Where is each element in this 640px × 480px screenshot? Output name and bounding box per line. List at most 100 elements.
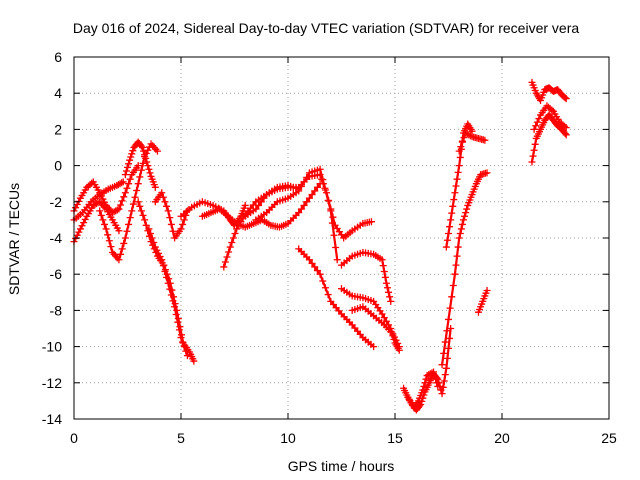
series-track-5 <box>121 138 159 191</box>
data-point-marker <box>252 205 260 213</box>
data-point-marker <box>330 231 338 239</box>
data-point-marker <box>382 279 390 287</box>
series-line <box>351 305 401 348</box>
data-point-marker <box>548 106 556 114</box>
data-point-marker <box>155 249 163 257</box>
data-point-marker <box>450 196 458 204</box>
data-point-marker <box>378 256 386 264</box>
data-point-marker <box>122 167 130 175</box>
data-point-marker <box>94 199 102 207</box>
data-point-marker <box>142 154 150 162</box>
data-point-marker <box>172 310 180 318</box>
data-point-marker <box>533 118 541 126</box>
series-track-17 <box>348 303 403 351</box>
data-point-marker <box>163 273 171 281</box>
data-point-marker <box>123 184 131 192</box>
data-point-marker <box>461 212 469 220</box>
data-point-marker <box>99 216 107 224</box>
data-point-marker <box>179 338 187 346</box>
data-point-marker <box>125 160 133 168</box>
data-point-marker <box>229 234 237 242</box>
y-tick-label: -10 <box>42 339 62 355</box>
x-tick-label: 25 <box>601 430 617 446</box>
data-point-marker <box>445 315 452 323</box>
data-point-marker <box>328 219 336 227</box>
data-point-marker <box>451 270 459 278</box>
data-point-marker <box>159 262 167 270</box>
data-point-marker <box>297 205 305 213</box>
data-point-marker <box>119 178 127 186</box>
data-point-marker <box>136 202 144 210</box>
data-point-marker <box>431 372 439 380</box>
y-tick-label: -12 <box>42 375 62 391</box>
data-point-marker <box>142 221 150 229</box>
data-point-marker <box>107 243 115 251</box>
data-point-marker <box>316 165 324 173</box>
data-point-marker <box>237 218 245 226</box>
data-point-marker <box>121 171 129 179</box>
series-track-23 <box>474 286 491 316</box>
data-point-marker <box>145 225 153 233</box>
data-point-marker <box>131 193 139 201</box>
data-point-marker <box>390 333 398 341</box>
data-point-marker <box>305 256 313 264</box>
data-point-marker <box>466 132 474 140</box>
data-point-marker <box>386 293 394 301</box>
data-point-marker <box>454 168 462 176</box>
data-point-marker <box>125 220 133 228</box>
data-point-marker <box>440 349 448 357</box>
data-point-marker <box>78 222 86 230</box>
data-point-marker <box>126 214 134 222</box>
data-point-marker <box>300 201 308 209</box>
data-point-marker <box>313 183 321 191</box>
data-point-marker <box>156 253 164 261</box>
data-point-marker <box>446 334 454 342</box>
data-point-marker <box>324 196 332 204</box>
series-track-6 <box>134 198 198 365</box>
data-point-marker <box>454 243 462 251</box>
data-point-marker <box>442 243 450 251</box>
data-point-marker <box>313 267 321 275</box>
series-track-12 <box>241 171 375 242</box>
data-point-marker <box>133 186 141 194</box>
y-tick-label: 0 <box>54 158 62 174</box>
data-point-marker <box>235 221 243 229</box>
data-point-marker <box>118 197 126 205</box>
y-tick-label: 2 <box>54 121 62 137</box>
series-track-7 <box>145 225 191 360</box>
data-point-marker <box>139 159 147 167</box>
data-point-marker <box>146 169 154 177</box>
series-track-14 <box>338 248 395 305</box>
y-tick-label: 6 <box>54 49 62 65</box>
data-point-marker <box>449 282 457 290</box>
series-track-20 <box>438 169 491 369</box>
series-track-19 <box>404 368 442 412</box>
data-point-marker <box>324 291 332 299</box>
series-layer <box>70 78 570 414</box>
data-point-marker <box>445 344 452 352</box>
data-point-marker <box>297 182 305 190</box>
y-tick-label: -2 <box>50 194 63 210</box>
data-point-marker <box>440 377 448 385</box>
y-tick-label: -4 <box>50 230 63 246</box>
data-point-marker <box>439 383 447 391</box>
data-point-marker <box>367 218 375 226</box>
data-point-marker <box>260 194 268 202</box>
data-point-marker <box>451 189 459 197</box>
data-point-marker <box>137 166 145 174</box>
data-point-marker <box>144 146 152 154</box>
data-point-marker <box>453 252 461 260</box>
data-point-marker <box>233 225 241 233</box>
data-point-marker <box>169 227 177 235</box>
data-point-marker <box>221 258 229 266</box>
data-point-marker <box>319 277 327 285</box>
data-point-marker <box>220 263 228 271</box>
data-point-marker <box>452 261 460 269</box>
data-point-marker <box>378 310 386 318</box>
data-point-marker <box>182 347 190 355</box>
data-point-marker <box>384 284 392 292</box>
series-track-13 <box>252 165 341 264</box>
data-point-marker <box>144 162 152 170</box>
data-point-marker <box>316 270 324 278</box>
